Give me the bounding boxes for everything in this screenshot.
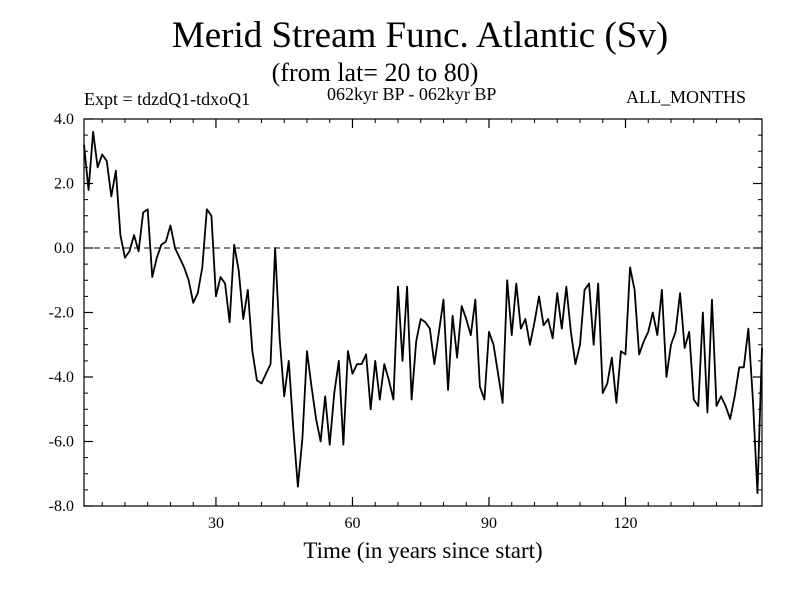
chart-title: Merid Stream Func. Atlantic (Sv) — [171, 15, 669, 56]
x-tick-label: 30 — [208, 515, 224, 532]
x-tick-label: 90 — [481, 515, 497, 532]
y-tick-label: 4.0 — [54, 111, 74, 128]
period-label: 062kyr BP - 062kyr BP — [327, 84, 497, 104]
y-tick-label: -2.0 — [49, 305, 74, 322]
y-tick-label: -4.0 — [49, 369, 74, 386]
chart-subtitle: (from lat= 20 to 80) — [271, 58, 479, 87]
y-tick-label: 2.0 — [54, 176, 74, 193]
plot-frame — [83, 118, 763, 507]
months-label: ALL_MONTHS — [626, 87, 746, 107]
series-line — [83, 131, 763, 494]
x-tick-label: 60 — [344, 515, 360, 532]
x-axis-label: Time (in years since start) — [303, 538, 543, 563]
tick-labels: 30 60 90 120 4.0 2.0 0.0 -2.0 -4.0 -6.0 -8.0 — [49, 111, 638, 532]
y-tick-label: -6.0 — [49, 434, 74, 451]
x-tick-label: 120 — [613, 515, 637, 532]
y-tick-label: 0.0 — [54, 240, 74, 257]
experiment-label: Expt = tdzdQ1-tdxoQ1 — [84, 89, 251, 109]
y-tick-label: -8.0 — [49, 498, 74, 515]
